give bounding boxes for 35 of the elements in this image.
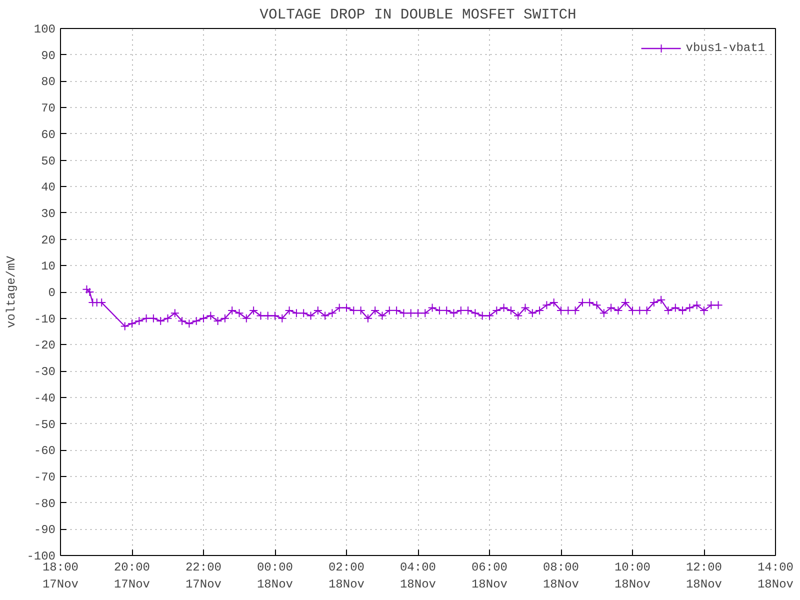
y-tick-label: -100 [26,550,56,564]
y-tick-label: -20 [34,338,56,353]
y-tick-label: 100 [34,22,56,36]
y-tick-label: 40 [41,180,56,195]
y-tick-label: -80 [34,496,56,511]
x-tick-label: 00:00 18Nov [256,560,294,592]
y-tick-label: 50 [41,154,56,168]
y-tick-label: 10 [41,260,56,274]
x-tick-label: 10:00 18Nov [614,560,651,592]
x-tick-label: 20:00 17Nov [114,560,150,592]
y-tick-label: 90 [41,48,56,63]
y-tick-label: -30 [34,365,56,380]
legend-label: vbus1-vbat1 [686,41,765,55]
y-tick-label: 60 [41,128,56,142]
y-tick-label: 20 [41,233,56,248]
y-tick-label: 70 [41,102,56,116]
chart-title: VOLTAGE DROP IN DOUBLE MOSFET SWITCH [260,8,576,24]
x-tick-label: 02:00 18Nov [328,560,365,592]
x-tick-label: 08:00 18Nov [542,560,580,592]
x-tick-label: 14:00 18Nov [757,560,794,592]
y-tick-label: 30 [41,206,56,221]
y-tick-label: -90 [34,523,56,538]
y-tick-label: -10 [34,312,56,326]
y-axis-title: voltage/mV [4,255,19,328]
y-tick-label: -70 [34,470,56,484]
x-tick-label: 18:00 17Nov [42,560,79,592]
x-tick-label: 06:00 18Nov [471,560,508,592]
y-tick-label: 80 [41,75,56,90]
x-tick-label: 12:00 18Nov [686,560,722,592]
y-tick-label: -50 [34,418,56,432]
x-tick-label: 22:00 17Nov [185,560,222,592]
y-tick-label: -40 [34,391,56,406]
y-tick-label: 0 [48,286,56,300]
y-tick-label: -60 [34,444,56,458]
x-tick-label: 04:00 18Nov [400,560,436,592]
